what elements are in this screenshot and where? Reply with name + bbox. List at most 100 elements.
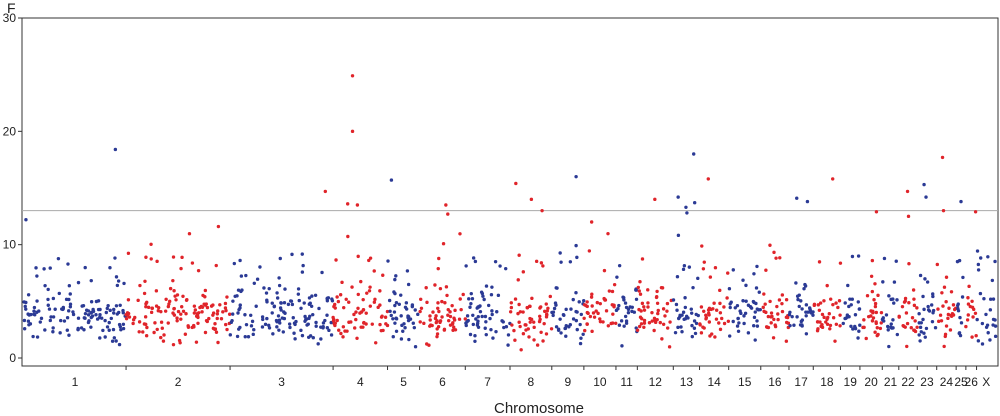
data-point bbox=[901, 323, 905, 328]
data-point bbox=[585, 300, 589, 304]
x-axis-label: Chromosome bbox=[494, 400, 584, 416]
data-point bbox=[752, 315, 757, 320]
data-point bbox=[582, 316, 586, 320]
data-point bbox=[155, 259, 159, 264]
data-point bbox=[216, 309, 220, 313]
data-point bbox=[870, 319, 875, 323]
data-point bbox=[468, 305, 472, 309]
data-point bbox=[434, 320, 438, 325]
data-point bbox=[435, 334, 439, 339]
data-point bbox=[764, 310, 768, 315]
data-point bbox=[516, 311, 520, 316]
data-point bbox=[215, 316, 219, 321]
data-point bbox=[555, 286, 559, 290]
data-point bbox=[856, 336, 860, 340]
data-point bbox=[646, 305, 650, 309]
data-point bbox=[428, 318, 432, 322]
data-point bbox=[926, 304, 930, 309]
x-tick-label: 9 bbox=[564, 375, 571, 389]
data-point bbox=[838, 313, 842, 317]
data-point bbox=[571, 317, 576, 321]
data-point bbox=[529, 197, 534, 202]
data-point bbox=[970, 299, 974, 303]
data-point bbox=[323, 189, 328, 194]
data-point bbox=[313, 293, 318, 297]
data-point bbox=[65, 328, 70, 332]
data-point bbox=[768, 299, 772, 304]
data-point bbox=[289, 299, 293, 303]
data-point bbox=[350, 74, 355, 78]
data-point bbox=[874, 320, 878, 324]
data-point bbox=[700, 244, 704, 248]
data-point bbox=[784, 298, 789, 302]
data-point bbox=[61, 307, 65, 312]
data-point bbox=[355, 203, 360, 207]
data-point bbox=[675, 308, 679, 312]
data-point bbox=[306, 322, 310, 326]
data-point bbox=[255, 277, 260, 281]
data-point bbox=[334, 258, 338, 262]
data-point bbox=[769, 321, 773, 325]
data-point bbox=[467, 297, 471, 301]
data-point bbox=[673, 330, 678, 335]
data-point bbox=[392, 310, 397, 314]
data-point bbox=[595, 300, 599, 305]
data-point bbox=[623, 314, 628, 319]
data-point bbox=[46, 287, 50, 292]
data-point bbox=[43, 328, 47, 332]
data-point bbox=[886, 328, 890, 332]
data-point bbox=[240, 288, 244, 292]
data-point bbox=[350, 129, 355, 134]
data-point bbox=[905, 189, 910, 194]
data-point bbox=[159, 309, 163, 314]
x-tick-label: 23 bbox=[920, 375, 934, 389]
data-point bbox=[156, 305, 161, 310]
data-point bbox=[544, 332, 549, 336]
data-point bbox=[319, 325, 323, 329]
data-point bbox=[179, 266, 183, 271]
x-tick-label: 18 bbox=[820, 375, 834, 389]
data-point bbox=[891, 326, 895, 330]
data-point bbox=[265, 316, 269, 321]
data-point bbox=[207, 316, 211, 321]
data-point bbox=[973, 210, 978, 214]
x-tick-label: 10 bbox=[593, 375, 607, 389]
data-point bbox=[949, 290, 954, 294]
data-point bbox=[725, 296, 729, 300]
data-point bbox=[249, 324, 254, 328]
data-point bbox=[562, 313, 566, 317]
data-point bbox=[386, 259, 390, 263]
data-point bbox=[498, 264, 502, 268]
data-point bbox=[699, 305, 704, 309]
data-point bbox=[895, 332, 900, 337]
data-point bbox=[294, 319, 298, 324]
data-point bbox=[300, 333, 305, 338]
data-point bbox=[361, 308, 366, 312]
data-point bbox=[274, 318, 279, 323]
data-point bbox=[755, 264, 759, 269]
data-point bbox=[171, 278, 175, 283]
data-point bbox=[780, 293, 785, 297]
data-point bbox=[137, 320, 142, 324]
data-point bbox=[184, 298, 189, 302]
data-point bbox=[655, 301, 660, 305]
data-point bbox=[252, 328, 256, 332]
data-point bbox=[594, 309, 598, 313]
data-point bbox=[692, 201, 697, 205]
data-point bbox=[825, 322, 830, 326]
data-point bbox=[922, 182, 926, 187]
data-point bbox=[452, 325, 456, 329]
data-point bbox=[394, 329, 399, 334]
data-point bbox=[379, 315, 384, 319]
data-point bbox=[574, 174, 578, 179]
data-point bbox=[476, 305, 480, 309]
data-point bbox=[976, 262, 981, 267]
data-point bbox=[116, 279, 121, 283]
data-point bbox=[617, 263, 622, 268]
data-point bbox=[546, 306, 550, 310]
data-point bbox=[768, 243, 772, 247]
data-point bbox=[35, 299, 39, 303]
data-point bbox=[679, 325, 683, 329]
data-point bbox=[632, 310, 637, 314]
data-point bbox=[517, 253, 521, 257]
